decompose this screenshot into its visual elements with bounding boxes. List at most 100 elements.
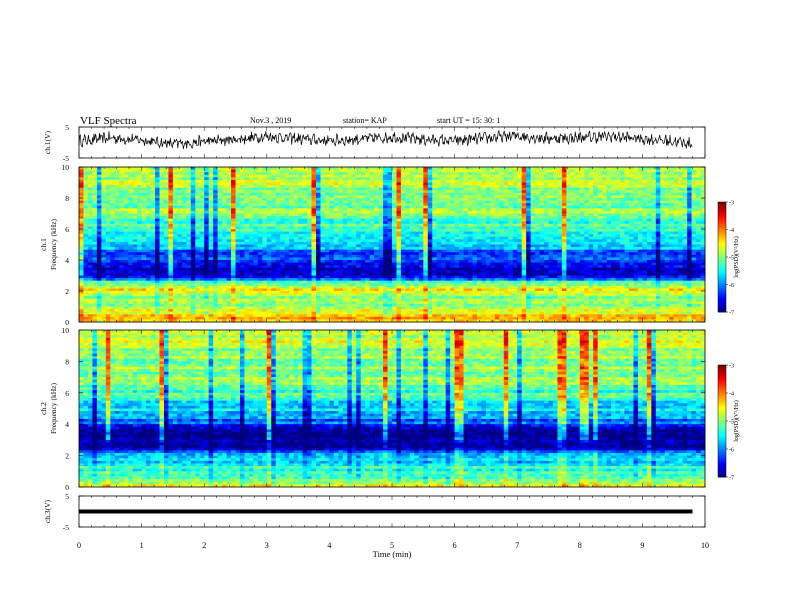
spectrogram-cell bbox=[213, 239, 219, 243]
spectrogram-cell bbox=[181, 195, 187, 199]
spectrogram-cell bbox=[195, 177, 201, 181]
spectrogram-cell bbox=[615, 239, 621, 243]
spectrogram-cell bbox=[584, 198, 590, 201]
spectrogram-cell bbox=[526, 172, 532, 176]
spectrogram-cell bbox=[365, 234, 371, 238]
spectrogram-cell bbox=[92, 203, 98, 207]
spectrogram-cell bbox=[539, 234, 545, 238]
spectrogram-cell bbox=[222, 182, 227, 186]
spectrogram-cell bbox=[521, 187, 527, 191]
spectrogram-cell bbox=[481, 203, 487, 207]
spectrogram-cell bbox=[155, 218, 160, 222]
spectrogram-cell bbox=[298, 190, 303, 194]
spectrogram-cell bbox=[217, 192, 223, 196]
spectrogram-cell bbox=[347, 169, 353, 173]
spectrogram-cell bbox=[307, 172, 312, 176]
spectrogram-cell bbox=[409, 192, 415, 196]
spectrogram-cell bbox=[651, 216, 657, 220]
spectrogram-cell bbox=[315, 221, 321, 225]
spectrogram-cell bbox=[396, 218, 402, 222]
spectrogram-cell bbox=[128, 231, 134, 235]
spectrogram-cell bbox=[423, 223, 429, 227]
spectrogram-cell bbox=[239, 229, 245, 232]
spectrogram-cell bbox=[248, 192, 254, 196]
spectrogram-cell bbox=[566, 185, 572, 189]
spectrogram-cell bbox=[673, 236, 679, 240]
spectrogram-cell bbox=[669, 244, 675, 248]
spectrogram-cell bbox=[526, 208, 532, 212]
spectrogram-cell bbox=[584, 244, 590, 248]
spectrogram-cell bbox=[105, 234, 111, 238]
spectrogram-cell bbox=[669, 185, 675, 189]
spectrogram-cell bbox=[468, 249, 473, 253]
spectrogram-cell bbox=[584, 236, 590, 240]
spectrogram-cell bbox=[374, 167, 379, 170]
spectrogram-cell bbox=[539, 249, 545, 253]
spectrogram-cell bbox=[163, 236, 169, 240]
spectrogram-cell bbox=[624, 239, 630, 243]
spectrogram-cell bbox=[83, 187, 89, 191]
spectrogram-cell bbox=[378, 239, 384, 243]
spectrogram-cell bbox=[92, 226, 98, 230]
spectrogram-cell bbox=[593, 247, 599, 251]
spectrogram-cell bbox=[96, 218, 102, 222]
spectrogram-cell bbox=[369, 210, 375, 214]
spectrogram-cell bbox=[155, 234, 160, 238]
spectrogram-cell bbox=[329, 208, 335, 212]
spectrogram-cell bbox=[548, 226, 554, 230]
spectrogram-cell bbox=[315, 218, 321, 222]
spectrogram-cell bbox=[105, 252, 111, 256]
spectrogram-cell bbox=[432, 229, 438, 232]
spectrogram-cell bbox=[392, 213, 397, 217]
spectrogram-cell bbox=[566, 203, 572, 207]
spectrogram-cell bbox=[181, 229, 187, 232]
spectrogram-cell bbox=[168, 231, 174, 235]
spectrogram-cell bbox=[588, 172, 594, 176]
spectrogram-cell bbox=[499, 210, 505, 214]
spectrogram-cell bbox=[342, 247, 348, 251]
spectrogram-cell bbox=[146, 208, 151, 212]
spectrogram-cell bbox=[696, 169, 701, 173]
spectrogram-cell bbox=[155, 236, 160, 240]
spectrogram-cell bbox=[289, 252, 295, 256]
spectrogram-cell bbox=[79, 221, 84, 225]
spectrogram-cell bbox=[669, 241, 675, 245]
spectrogram-cell bbox=[123, 213, 129, 217]
spectrogram-cell bbox=[217, 229, 223, 232]
spectrogram-cell bbox=[499, 213, 505, 217]
spectrogram-cell bbox=[588, 205, 594, 209]
spectrogram-cell bbox=[485, 195, 491, 199]
spectrogram-cell bbox=[378, 216, 384, 220]
spectrogram-cell bbox=[123, 254, 129, 258]
spectrogram-cell bbox=[342, 218, 348, 222]
spectrogram-cell bbox=[633, 203, 639, 207]
spectrogram-cell bbox=[436, 195, 442, 199]
spectrogram-cell bbox=[168, 167, 174, 170]
spectrogram-cell bbox=[347, 216, 353, 220]
spectrogram-cell bbox=[338, 169, 344, 173]
spectrogram-cell bbox=[284, 226, 290, 230]
spectrogram-cell bbox=[539, 179, 545, 183]
spectrogram-cell bbox=[691, 198, 697, 201]
spectrogram-cell bbox=[436, 205, 442, 209]
spectrogram-cell bbox=[320, 177, 326, 181]
spectrogram-cell bbox=[289, 236, 295, 240]
spectrogram-cell bbox=[226, 229, 232, 232]
spectrogram-cell bbox=[329, 172, 335, 176]
spectrogram-cell bbox=[615, 169, 621, 173]
spectrogram-cell bbox=[696, 174, 701, 178]
spectrogram-cell bbox=[172, 229, 178, 232]
spectrogram-cell bbox=[624, 234, 630, 238]
spectrogram-cell bbox=[642, 223, 648, 227]
spectrogram-cell bbox=[682, 223, 688, 227]
spectrogram-cell bbox=[517, 208, 523, 212]
spectrogram-cell bbox=[284, 234, 290, 238]
spectrogram-cell bbox=[561, 195, 567, 199]
spectrogram-cell bbox=[204, 229, 210, 232]
spectrogram-cell bbox=[168, 185, 174, 189]
spectrogram-cell bbox=[409, 221, 415, 225]
spectrogram-cell bbox=[490, 229, 496, 232]
spectrogram-cell bbox=[481, 192, 487, 196]
spectrogram-cell bbox=[172, 221, 178, 225]
spectrogram-cell bbox=[544, 177, 549, 181]
